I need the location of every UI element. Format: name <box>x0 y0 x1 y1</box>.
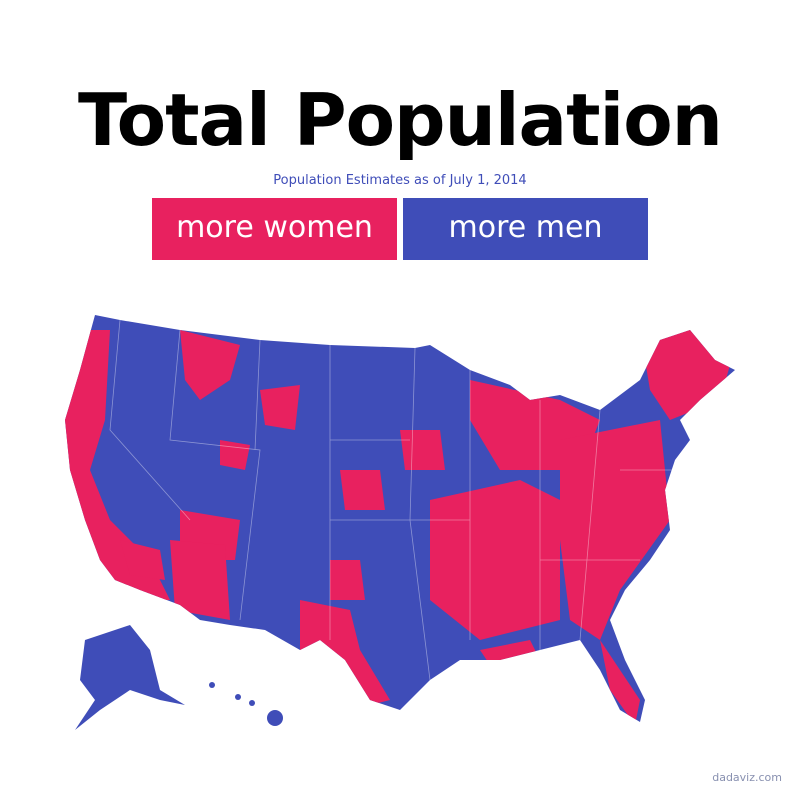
alaska <box>75 625 185 730</box>
hawaii <box>209 682 283 726</box>
legend-item: more women <box>152 198 397 260</box>
credit: dadaviz.com <box>712 771 782 784</box>
state-borders <box>109 319 680 681</box>
legend-item: more men <box>403 198 648 260</box>
title: Total Population <box>78 78 723 162</box>
subtitle: Population Estimates as of July 1, 2014 <box>273 173 527 188</box>
